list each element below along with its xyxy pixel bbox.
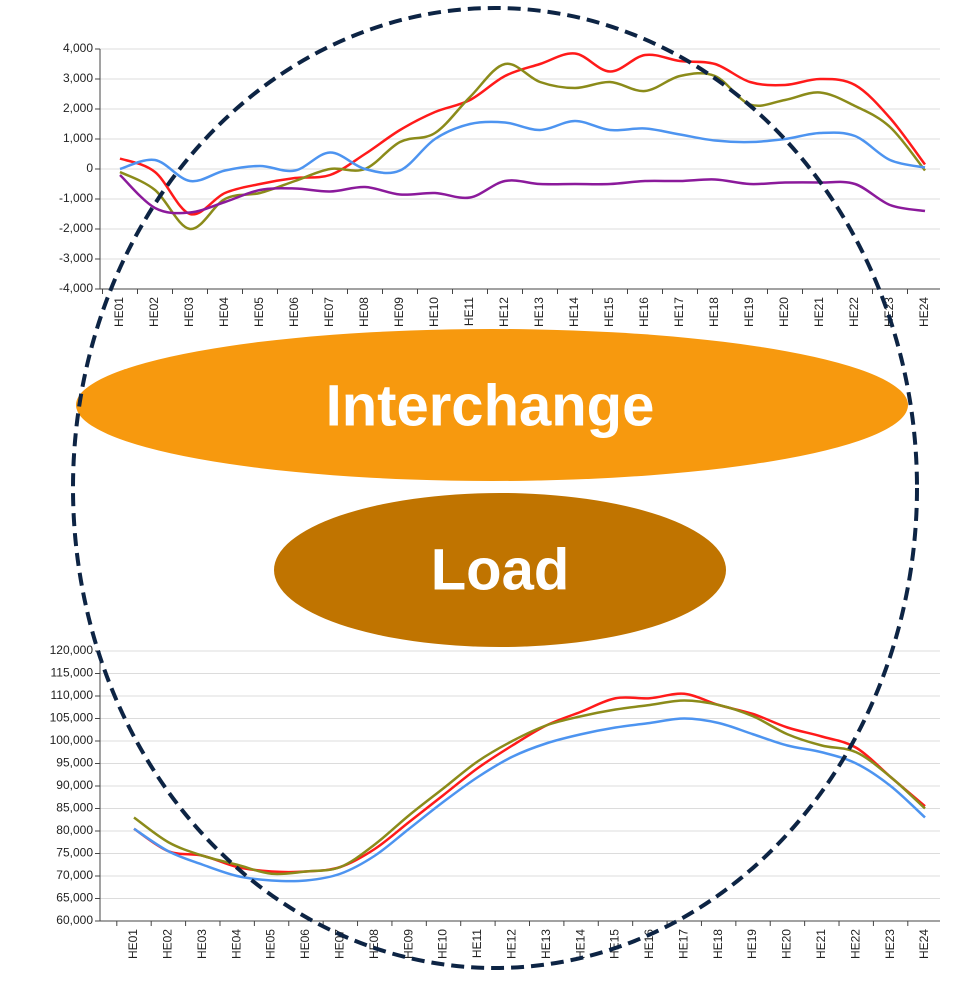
x-tick-label: HE21 [814,929,828,959]
y-tick-label: -4,000 [59,281,93,295]
x-tick-label: HE24 [917,929,931,959]
x-tick-label: HE19 [745,929,759,959]
series-line [119,174,926,215]
series-line [133,692,926,874]
series-line [119,119,926,183]
x-tick-label: HE08 [367,929,381,959]
series-line [133,699,926,876]
x-tick-label: HE18 [711,929,725,959]
y-tick-label: 70,000 [56,868,93,882]
y-tick-label: 95,000 [56,756,93,770]
x-tick-label: HE06 [298,929,312,959]
x-tick-label: HE17 [676,929,690,959]
y-tick-label: 100,000 [50,733,94,747]
x-tick-label: HE10 [427,297,441,327]
x-tick-label: HE09 [392,297,406,327]
load-label: Load [431,537,570,602]
y-tick-label: 75,000 [56,846,93,860]
y-tick-label: 3,000 [63,71,93,85]
x-tick-label: HE19 [742,297,756,327]
x-tick-label: HE08 [357,297,371,327]
x-tick-label: HE12 [504,929,518,959]
x-tick-label: HE14 [567,297,581,327]
series-line [119,62,926,231]
load-ellipse [274,493,726,647]
series-line [133,717,926,883]
x-tick-label: HE10 [436,929,450,959]
y-tick-label: 90,000 [56,778,93,792]
x-tick-label: HE23 [883,929,897,959]
x-tick-label: HE03 [182,297,196,327]
x-tick-label: HE15 [608,929,622,959]
x-tick-label: HE21 [812,297,826,327]
y-tick-label: 120,000 [50,643,94,657]
x-tick-label: HE17 [672,297,686,327]
x-tick-label: HE16 [637,297,651,327]
x-tick-label: HE16 [642,929,656,959]
x-tick-label: HE13 [532,297,546,327]
x-tick-label: HE22 [848,929,862,959]
y-tick-label: 115,000 [51,666,94,680]
y-tick-label: 2,000 [63,101,93,115]
x-tick-label: HE09 [401,929,415,959]
y-tick-label: 85,000 [56,801,93,815]
series-line [119,52,926,216]
y-tick-label: 4,000 [63,41,93,55]
charts: -4,000 -3,000 -2,000 -1,000 0 1,000 2,000 3,000… [50,41,940,959]
y-tick-label: 0 [86,161,93,175]
x-tick-label: HE01 [112,297,126,327]
x-tick-label: HE20 [777,297,791,327]
interchange-ellipse [76,329,908,481]
x-tick-label: HE04 [217,297,231,327]
y-tick-label: 105,000 [50,711,94,725]
x-tick-label: HE13 [539,929,553,959]
x-tick-label: HE04 [229,929,243,959]
x-tick-label: HE18 [707,297,721,327]
x-tick-label: HE11 [470,929,484,958]
y-tick-label: -1,000 [59,191,93,205]
x-tick-label: HE07 [322,297,336,327]
x-tick-label: HE03 [195,929,209,959]
x-tick-label: HE12 [497,297,511,327]
x-tick-label: HE02 [161,929,175,959]
x-tick-label: HE02 [147,297,161,327]
y-tick-label: 110,000 [51,688,94,702]
x-tick-label: HE11 [462,297,476,326]
x-tick-label: HE14 [573,929,587,959]
y-tick-label: -2,000 [59,221,93,235]
y-tick-label: -3,000 [59,251,93,265]
y-tick-label: 65,000 [56,891,93,905]
x-tick-label: HE15 [602,297,616,327]
x-tick-label: HE20 [780,929,794,959]
y-tick-label: 1,000 [63,131,93,145]
y-tick-label: 60,000 [56,913,93,927]
x-tick-label: HE01 [126,929,140,959]
x-tick-label: HE05 [264,929,278,959]
y-tick-label: 80,000 [56,823,93,837]
x-tick-label: HE06 [287,297,301,327]
x-tick-label: HE05 [252,297,266,327]
interchange-label: Interchange [326,373,655,438]
x-tick-label: HE24 [917,297,931,327]
dashed-circle [71,6,919,970]
x-tick-label: HE22 [847,297,861,327]
